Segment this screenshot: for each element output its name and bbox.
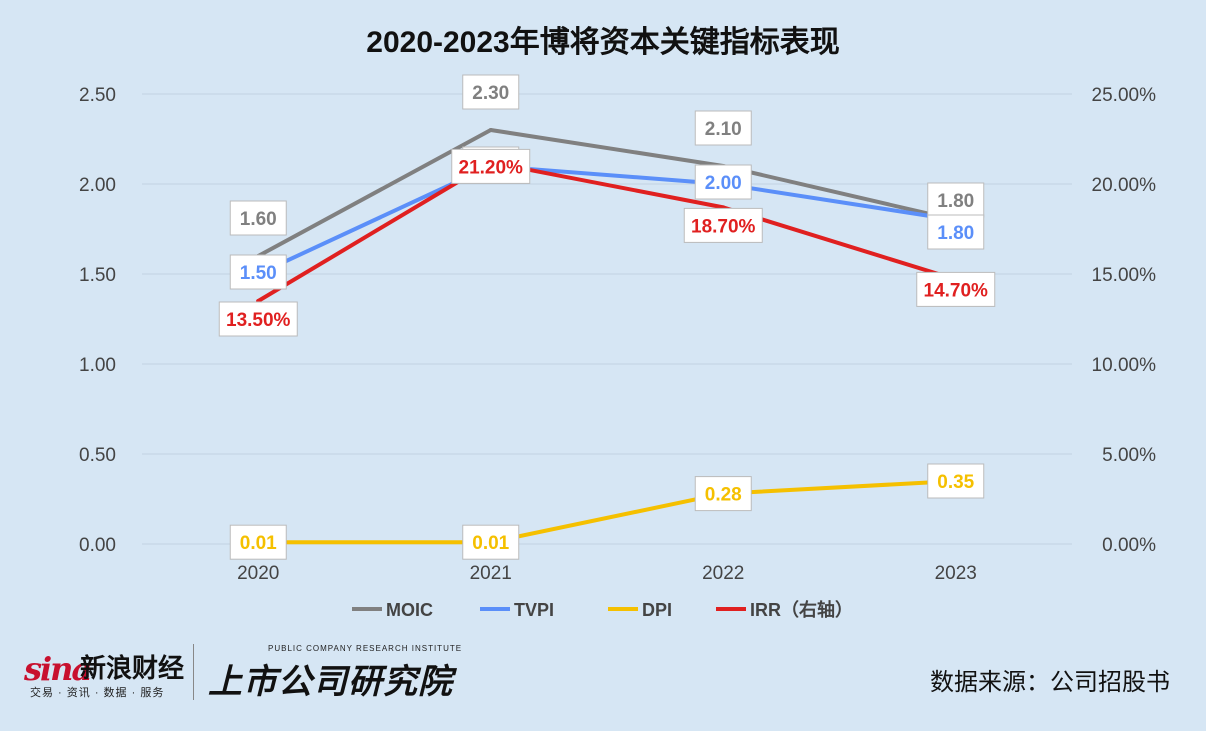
legend-item-MOIC: MOIC [352, 600, 433, 620]
point-MOIC-2021 [488, 128, 493, 132]
svg-text:DPI: DPI [642, 600, 672, 620]
svg-text:1.80: 1.80 [937, 223, 974, 244]
svg-text:1.50: 1.50 [240, 263, 277, 284]
y-left-tick: 0.00 [79, 535, 116, 556]
svg-text:0.01: 0.01 [240, 533, 277, 554]
svg-text:IRR（右轴）: IRR（右轴） [750, 599, 853, 620]
svg-text:2.30: 2.30 [472, 83, 509, 104]
y-right-tick: 15.00% [1092, 265, 1157, 286]
svg-text:14.70%: 14.70% [924, 280, 989, 301]
footer: sina 新浪财经 交易 · 资讯 · 数据 · 服务 PUBLIC COMPA… [0, 634, 1206, 731]
y-axis-right: 0.00% 5.00% 10.00% 15.00% 20.00% 25.00% [1092, 85, 1157, 556]
svg-text:0.35: 0.35 [937, 472, 974, 493]
svg-text:2.00: 2.00 [705, 173, 742, 194]
footer-divider [193, 644, 194, 700]
svg-text:MOIC: MOIC [386, 600, 433, 620]
series-line-MOIC [256, 128, 958, 258]
svg-text:1.60: 1.60 [240, 209, 277, 230]
x-tick-2021: 2021 [470, 563, 512, 584]
data-source: 数据来源：公司招股书 [930, 669, 1170, 696]
series-line-DPI [256, 479, 958, 545]
data-labels: 1.602.302.101.801.502.102.001.800.010.01… [218, 74, 996, 560]
x-axis: 2020 2021 2022 2023 [237, 563, 977, 584]
legend-item-IRR（右轴）: IRR（右轴） [716, 599, 853, 620]
svg-text:13.50%: 13.50% [226, 310, 291, 331]
legend-item-TVPI: TVPI [480, 600, 554, 620]
y-left-tick: 1.00 [79, 355, 116, 376]
data-label-TVPI-2023: 1.80 [927, 214, 985, 250]
data-label-DPI-2021: 0.01 [462, 524, 520, 560]
sina-logo: sina [24, 650, 92, 688]
legend: MOIC TVPI DPI IRR（右轴） [352, 599, 853, 620]
chart-title: 2020-2023年博将资本关键指标表现 [366, 26, 839, 59]
y-right-tick: 25.00% [1092, 85, 1157, 106]
data-label-IRR（右轴）-2023: 14.70% [916, 271, 996, 307]
data-label-IRR（右轴）-2021: 21.20% [451, 148, 531, 184]
legend-item-DPI: DPI [608, 600, 672, 620]
series-lines [256, 128, 958, 545]
data-label-TVPI-2020: 1.50 [229, 254, 287, 290]
institute-en-name: PUBLIC COMPANY RESEARCH INSTITUTE [268, 644, 463, 653]
data-label-MOIC-2020: 1.60 [229, 200, 287, 236]
data-label-DPI-2022: 0.28 [694, 476, 752, 512]
y-left-tick: 2.00 [79, 175, 116, 196]
data-label-DPI-2020: 0.01 [229, 524, 287, 560]
x-tick-2022: 2022 [702, 563, 744, 584]
y-right-tick: 20.00% [1092, 175, 1157, 196]
data-label-DPI-2023: 0.35 [927, 463, 985, 499]
series-line-TVPI [256, 164, 958, 276]
svg-text:0.28: 0.28 [705, 485, 742, 506]
x-tick-2023: 2023 [935, 563, 977, 584]
sina-tagline: 交易 · 资讯 · 数据 · 服务 [30, 687, 165, 699]
svg-text:2.10: 2.10 [705, 119, 742, 140]
y-left-tick: 1.50 [79, 265, 116, 286]
data-label-MOIC-2023: 1.80 [927, 182, 985, 218]
y-left-tick: 0.50 [79, 445, 116, 466]
y-left-tick: 2.50 [79, 85, 116, 106]
data-label-IRR（右轴）-2020: 13.50% [218, 301, 298, 337]
series-line-IRR（右轴） [256, 160, 958, 303]
svg-text:18.70%: 18.70% [691, 216, 756, 237]
x-tick-2020: 2020 [237, 563, 279, 584]
svg-text:TVPI: TVPI [514, 600, 554, 620]
svg-text:21.20%: 21.20% [459, 157, 524, 178]
data-label-IRR（右轴）-2022: 18.70% [683, 207, 763, 243]
data-label-MOIC-2021: 2.30 [462, 74, 520, 110]
svg-text:1.80: 1.80 [937, 191, 974, 212]
y-right-tick: 0.00% [1102, 535, 1156, 556]
y-axis-left: 0.00 0.50 1.00 1.50 2.00 2.50 [79, 85, 116, 556]
data-label-MOIC-2022: 2.10 [694, 110, 752, 146]
chart: 2020-2023年博将资本关键指标表现 0.00 0.50 1.00 1.50 2.0… [79, 26, 1157, 620]
y-right-tick: 5.00% [1102, 445, 1156, 466]
data-label-TVPI-2022: 2.00 [694, 164, 752, 200]
institute-logo: 上市公司研究院 [208, 663, 453, 701]
y-right-tick: 10.00% [1092, 355, 1157, 376]
svg-text:0.01: 0.01 [472, 533, 509, 554]
sina-name: 新浪财经 [80, 653, 185, 683]
